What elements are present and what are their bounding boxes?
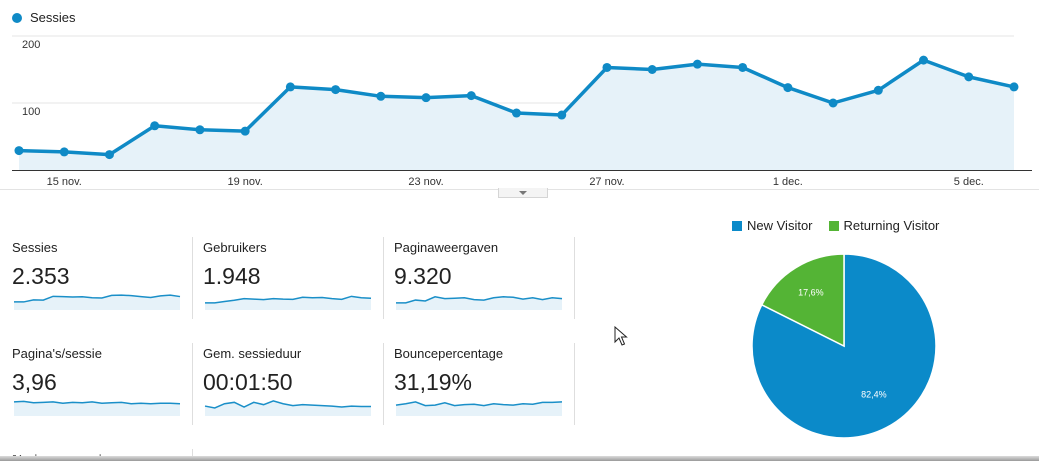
sparkline-area bbox=[14, 401, 180, 416]
metric-card[interactable]: Bouncepercentage 31,19% bbox=[394, 346, 574, 428]
metric-sparkline bbox=[204, 400, 371, 416]
metric-card[interactable]: Sessies 2.353 bbox=[12, 240, 192, 322]
sparkline-area bbox=[14, 295, 180, 310]
sparkline-area bbox=[205, 296, 371, 310]
pie-legend: New Visitor Returning Visitor bbox=[732, 218, 939, 233]
data-point[interactable] bbox=[919, 55, 929, 65]
metric-card[interactable]: Gebruikers 1.948 bbox=[203, 240, 383, 322]
x-tick-label: 15 nov. bbox=[47, 176, 82, 188]
data-point[interactable] bbox=[285, 82, 295, 92]
pie-legend-label-returning: Returning Visitor bbox=[843, 218, 940, 233]
data-point[interactable] bbox=[1009, 82, 1019, 92]
pie-value-label: 17,6% bbox=[798, 287, 824, 297]
metric-card[interactable]: Pagina's/sessie 3,96 bbox=[12, 346, 192, 428]
y-tick-label: 100 bbox=[22, 106, 40, 118]
data-point[interactable] bbox=[376, 91, 386, 101]
sparkline-line bbox=[13, 400, 181, 405]
data-point[interactable] bbox=[783, 83, 793, 93]
data-point[interactable] bbox=[14, 146, 24, 156]
chevron-down-icon bbox=[519, 190, 527, 195]
metric-divider bbox=[192, 237, 193, 319]
data-point[interactable] bbox=[964, 72, 974, 82]
data-point[interactable] bbox=[738, 62, 748, 72]
sparkline-area bbox=[396, 296, 562, 310]
metric-label: Gem. sessieduur bbox=[203, 346, 302, 361]
metric-card[interactable]: Paginaweergaven 9.320 bbox=[394, 240, 574, 322]
data-point[interactable] bbox=[104, 150, 114, 160]
pie-slice-returning-visitor[interactable] bbox=[760, 253, 845, 348]
data-point[interactable] bbox=[512, 108, 521, 118]
data-point[interactable] bbox=[240, 126, 250, 136]
x-tick-label: 5 dec. bbox=[954, 176, 984, 188]
sparkline-line bbox=[396, 296, 563, 304]
metric-label: Bouncepercentage bbox=[394, 346, 504, 361]
metric-divider bbox=[383, 343, 384, 425]
sparkline-area bbox=[396, 401, 562, 416]
pie-legend-label-new: New Visitor bbox=[747, 218, 813, 233]
sparkline-area bbox=[205, 400, 371, 416]
x-tick-label: 23 nov. bbox=[408, 176, 443, 188]
metric-divider bbox=[574, 343, 575, 425]
metric-value: 31,19% bbox=[394, 369, 473, 395]
y-tick-label: 200 bbox=[22, 39, 40, 51]
metric-label: Sessies bbox=[12, 240, 58, 255]
data-point[interactable] bbox=[557, 110, 567, 120]
metric-label: Gebruikers bbox=[203, 240, 267, 255]
metric-sparkline bbox=[205, 295, 372, 310]
metric-sparkline bbox=[13, 400, 181, 416]
metric-divider bbox=[192, 449, 193, 461]
data-point[interactable] bbox=[647, 65, 657, 74]
mouse-cursor-icon bbox=[614, 326, 628, 346]
metric-divider bbox=[574, 237, 575, 319]
data-point[interactable] bbox=[602, 62, 612, 72]
metric-value: 9.320 bbox=[394, 263, 452, 289]
data-point[interactable] bbox=[692, 59, 702, 69]
metric-label: Paginaweergaven bbox=[394, 240, 499, 255]
series-legend[interactable]: Sessies bbox=[12, 10, 76, 25]
data-point[interactable] bbox=[195, 125, 205, 135]
metric-value: 1.948 bbox=[203, 263, 261, 289]
sparkline-line bbox=[205, 295, 372, 304]
visitor-type-pie-chart: 82,4% 17,6% bbox=[751, 253, 937, 439]
series-legend-dot bbox=[12, 12, 22, 23]
metric-label: Pagina's/sessie bbox=[12, 346, 102, 361]
data-point[interactable] bbox=[331, 85, 341, 95]
x-tick-label: 27 nov. bbox=[589, 176, 624, 188]
sparkline-line bbox=[14, 294, 181, 303]
sessions-line-chart: 200 100 15 nov. 19 nov. 23 nov. 27 nov. 1 dec.… bbox=[0, 35, 1039, 190]
metric-sparkline bbox=[396, 296, 563, 310]
window-bottom-edge bbox=[0, 456, 1039, 461]
data-point[interactable] bbox=[150, 121, 160, 131]
metric-sparkline bbox=[395, 401, 563, 416]
chart-collapse-toggle[interactable] bbox=[498, 188, 548, 198]
pie-value-label: 82,4% bbox=[861, 390, 887, 400]
pie-legend-swatch-returning bbox=[828, 220, 839, 231]
metric-value: 00:01:50 bbox=[203, 369, 293, 395]
data-point[interactable] bbox=[59, 147, 69, 157]
metric-sparkline bbox=[14, 294, 181, 310]
series-legend-label: Sessies bbox=[30, 10, 76, 25]
sparkline-line bbox=[204, 400, 371, 409]
x-tick-label: 1 dec. bbox=[773, 176, 803, 188]
pie-legend-item-returning[interactable]: Returning Visitor bbox=[828, 218, 940, 233]
metric-value: 3,96 bbox=[12, 369, 57, 395]
sparkline-line bbox=[395, 401, 563, 407]
metric-divider bbox=[192, 343, 193, 425]
x-tick-label: 19 nov. bbox=[227, 176, 262, 188]
data-point[interactable] bbox=[421, 93, 431, 103]
metric-card[interactable]: Gem. sessieduur 00:01:50 bbox=[203, 346, 383, 428]
data-point[interactable] bbox=[873, 85, 883, 95]
metric-divider bbox=[383, 237, 384, 319]
data-point[interactable] bbox=[828, 98, 838, 108]
data-point[interactable] bbox=[466, 91, 476, 101]
pie-legend-swatch-new bbox=[732, 220, 742, 231]
metric-value: 2.353 bbox=[12, 263, 70, 289]
pie-legend-item-new[interactable]: New Visitor bbox=[732, 218, 813, 233]
